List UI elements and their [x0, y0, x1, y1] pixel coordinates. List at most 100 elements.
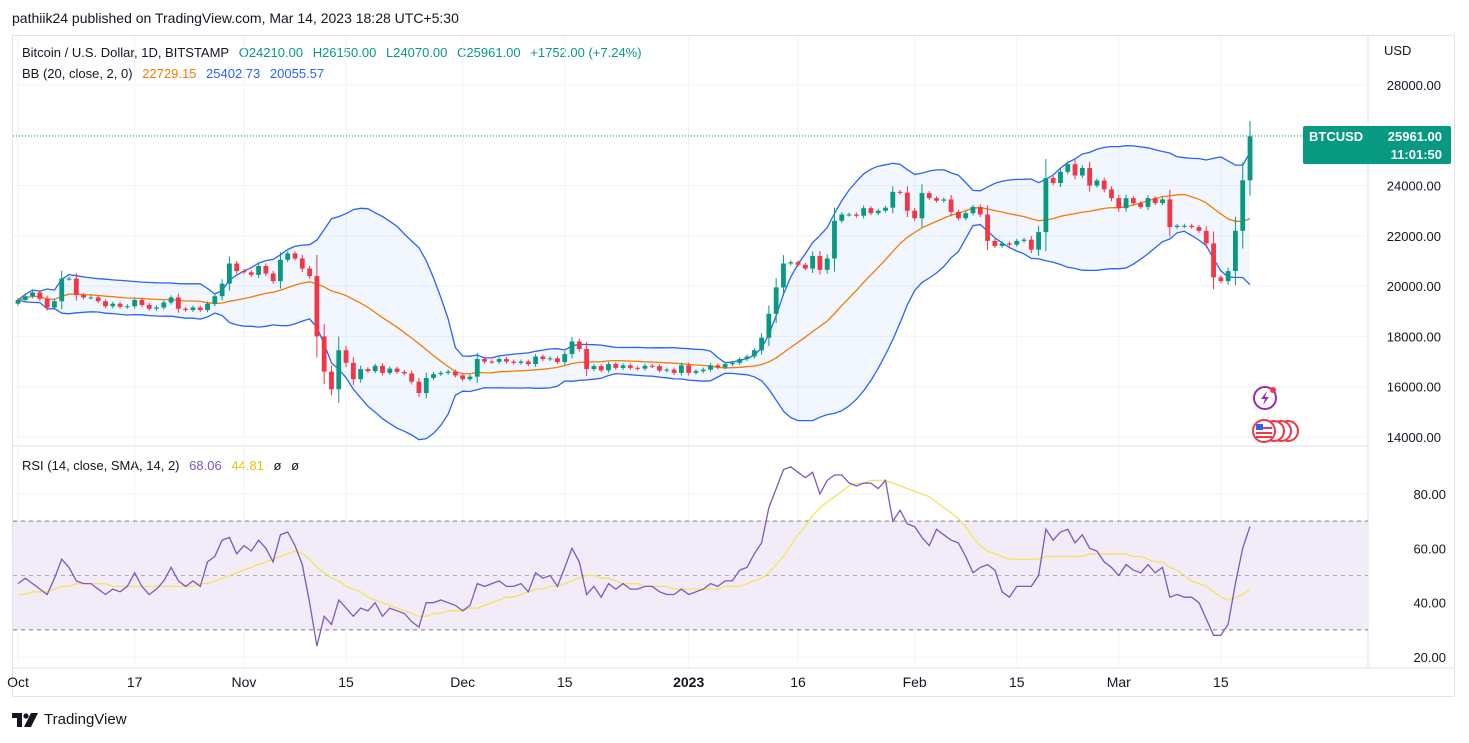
candle-body[interactable] — [1087, 167, 1093, 186]
candle-body[interactable] — [956, 211, 961, 219]
candle-body[interactable] — [584, 349, 590, 370]
candle-body[interactable] — [365, 369, 371, 372]
candle-body[interactable] — [154, 307, 159, 309]
candle-body[interactable] — [88, 297, 94, 299]
candle-body[interactable] — [832, 220, 837, 259]
candle-body[interactable] — [977, 206, 983, 215]
candle-body[interactable] — [730, 362, 735, 365]
candle-body[interactable] — [890, 191, 896, 208]
candle-body[interactable] — [846, 214, 852, 216]
candle-body[interactable] — [547, 358, 553, 360]
candle-body[interactable] — [1036, 232, 1041, 250]
candle-body[interactable] — [350, 362, 356, 380]
candle-body[interactable] — [117, 303, 123, 307]
candle-body[interactable] — [904, 192, 910, 211]
candle-body[interactable] — [438, 372, 444, 375]
candle-body[interactable] — [664, 369, 670, 371]
candle-body[interactable] — [197, 307, 203, 311]
candle-body[interactable] — [73, 278, 79, 295]
candle-body[interactable] — [839, 214, 845, 221]
candle-body[interactable] — [941, 199, 947, 201]
candle-body[interactable] — [234, 263, 240, 272]
candle-body[interactable] — [409, 373, 415, 382]
candle-body[interactable] — [299, 258, 305, 269]
candle-body[interactable] — [358, 369, 364, 380]
candle-body[interactable] — [263, 266, 269, 274]
price-tag[interactable]: BTCUSD 25961.00 11:01:50 — [1303, 126, 1451, 164]
candle-body[interactable] — [1014, 240, 1020, 245]
candle-body[interactable] — [635, 367, 641, 369]
candle-body[interactable] — [1247, 136, 1253, 181]
candle-body[interactable] — [562, 354, 568, 363]
candle-body[interactable] — [963, 213, 969, 219]
us-flag-events-icon[interactable] — [1252, 419, 1299, 443]
candle-body[interactable] — [329, 371, 334, 390]
candle-body[interactable] — [810, 255, 816, 269]
candle-body[interactable] — [627, 365, 633, 368]
candle-body[interactable] — [1174, 225, 1180, 228]
candle-body[interactable] — [1058, 171, 1063, 184]
candle-body[interactable] — [737, 359, 743, 363]
candle-body[interactable] — [416, 381, 422, 393]
rsi-sma-line[interactable] — [18, 479, 1251, 617]
rsi-line[interactable] — [17, 466, 1251, 647]
candle-body[interactable] — [1189, 225, 1195, 228]
candle-body[interactable] — [95, 297, 101, 302]
candle-body[interactable] — [387, 368, 393, 373]
candle-body[interactable] — [52, 301, 57, 308]
candle-body[interactable] — [751, 350, 757, 357]
candle-body[interactable] — [540, 356, 546, 360]
candle-body[interactable] — [613, 364, 619, 368]
candle-body[interactable] — [1043, 178, 1049, 233]
candle-body[interactable] — [103, 301, 108, 307]
candle-body[interactable] — [139, 299, 145, 305]
candle-body[interactable] — [30, 292, 35, 297]
candle-body[interactable] — [401, 371, 407, 374]
bb-label[interactable]: BB (20, close, 2, 0) — [22, 66, 133, 81]
candle-body[interactable] — [307, 268, 312, 277]
footer-brand[interactable]: TradingView — [12, 711, 127, 728]
candle-body[interactable] — [1101, 180, 1107, 190]
candle-body[interactable] — [504, 359, 509, 362]
candle-body[interactable] — [1072, 164, 1078, 176]
candle-body[interactable] — [533, 356, 538, 365]
candle-body[interactable] — [708, 365, 713, 370]
candle-body[interactable] — [227, 263, 232, 284]
candle-body[interactable] — [1145, 198, 1151, 207]
candle-body[interactable] — [875, 210, 881, 214]
candle-body[interactable] — [853, 214, 859, 216]
candle-body[interactable] — [81, 294, 87, 298]
candle-body[interactable] — [1079, 167, 1085, 176]
candle-body[interactable] — [285, 253, 291, 260]
candle-body[interactable] — [321, 336, 327, 372]
candle-body[interactable] — [1233, 230, 1238, 272]
candle-body[interactable] — [715, 365, 721, 368]
candle-body[interactable] — [1123, 198, 1129, 209]
candle-body[interactable] — [591, 366, 597, 370]
candle-body[interactable] — [934, 198, 939, 201]
candle-body[interactable] — [555, 358, 560, 363]
candle-body[interactable] — [1160, 199, 1165, 204]
candle-body[interactable] — [1182, 225, 1187, 227]
candle-body[interactable] — [22, 296, 28, 300]
candle-body[interactable] — [671, 369, 677, 373]
candle-body[interactable] — [999, 243, 1005, 246]
candle-body[interactable] — [642, 365, 648, 369]
candle-body[interactable] — [598, 366, 604, 371]
candle-body[interactable] — [270, 273, 276, 282]
candle-body[interactable] — [212, 296, 218, 304]
candle-body[interactable] — [1196, 227, 1202, 231]
candle-body[interactable] — [1203, 230, 1209, 244]
candle-body[interactable] — [817, 255, 823, 270]
candle-body[interactable] — [445, 371, 451, 373]
candle-body[interactable] — [897, 191, 903, 193]
candle-body[interactable] — [759, 337, 764, 351]
candle-body[interactable] — [883, 207, 888, 211]
candle-body[interactable] — [110, 303, 116, 307]
candle-body[interactable] — [948, 199, 954, 212]
candle-body[interactable] — [569, 341, 575, 355]
candle-body[interactable] — [496, 359, 502, 362]
candle-body[interactable] — [1116, 198, 1122, 209]
candle-body[interactable] — [795, 262, 801, 265]
